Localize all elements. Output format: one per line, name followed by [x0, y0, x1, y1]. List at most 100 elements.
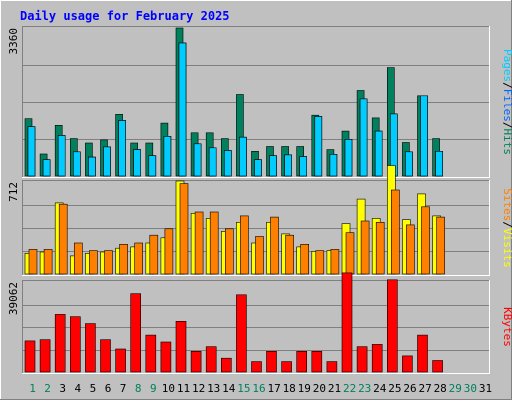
- day-label-31: 31: [479, 382, 492, 395]
- day-label-3: 3: [59, 382, 66, 395]
- bar-sites-day-21: [330, 249, 340, 275]
- bar-kbytes-day-27: [417, 334, 428, 373]
- day-label-25: 25: [388, 382, 401, 395]
- day-label-9: 9: [150, 382, 157, 395]
- bar-sites-day-11: [179, 183, 189, 275]
- bar-pages-day-21: [329, 154, 338, 177]
- bar-pages-day-10: [163, 136, 172, 177]
- legend-entry: /: [501, 221, 512, 228]
- bar-kbytes-day-2: [39, 339, 51, 373]
- bar-sites-day-24: [375, 222, 385, 275]
- day-label-4: 4: [74, 382, 81, 395]
- bar-sites-day-1: [28, 249, 38, 275]
- day-label-20: 20: [313, 382, 326, 395]
- bar-pages-day-23: [359, 98, 368, 177]
- legend-entry: Visits: [501, 228, 512, 268]
- bar-sites-day-27: [421, 206, 430, 275]
- bar-pages-day-17: [269, 155, 277, 177]
- bar-pages-day-12: [193, 143, 202, 177]
- day-label-6: 6: [105, 382, 112, 395]
- bar-kbytes-day-17: [266, 350, 277, 373]
- legend-entry: Files: [501, 89, 512, 122]
- day-label-12: 12: [192, 382, 205, 395]
- bar-pages-day-8: [133, 149, 141, 177]
- bar-sites-day-23: [360, 220, 370, 275]
- day-label-22: 22: [343, 382, 356, 395]
- day-label-11: 11: [177, 382, 190, 395]
- bar-pages-day-26: [405, 151, 413, 177]
- bar-sites-day-9: [149, 234, 159, 275]
- bar-kbytes-day-12: [190, 350, 202, 373]
- bar-sites-day-25: [390, 189, 400, 275]
- bar-kbytes-day-24: [371, 344, 383, 373]
- bar-pages-day-19: [299, 156, 308, 177]
- bar-sites-day-8: [134, 242, 143, 275]
- bar-sites-day-12: [194, 211, 204, 275]
- bar-sites-day-20: [315, 250, 325, 275]
- bar-sites-day-4: [74, 242, 83, 275]
- bar-pages-day-14: [224, 150, 232, 177]
- day-label-23: 23: [358, 382, 371, 395]
- bar-sites-day-19: [300, 244, 310, 275]
- hits-files-pages-panel: 3360 Pages/Files/Hits: [7, 26, 512, 178]
- bar-sites-day-5: [89, 250, 98, 275]
- bar-kbytes-day-10: [160, 341, 172, 373]
- day-label-13: 13: [207, 382, 220, 395]
- bar-kbytes-day-3: [54, 314, 66, 373]
- bar-kbytes-day-23: [356, 346, 368, 373]
- day-label-29: 29: [449, 382, 462, 395]
- day-label-14: 14: [222, 382, 236, 395]
- bar-kbytes-day-14: [221, 357, 232, 373]
- bar-pages-day-7: [118, 120, 126, 177]
- day-label-15: 15: [237, 382, 250, 395]
- legend-entry: Hits: [501, 129, 512, 156]
- legend-entry: Sites: [501, 188, 512, 221]
- bar-pages-day-15: [239, 136, 247, 177]
- bar-sites-day-15: [240, 215, 249, 275]
- bar-kbytes-day-4: [70, 316, 81, 373]
- visits-sites-legend: Sites/Visits: [501, 188, 512, 268]
- day-label-8: 8: [135, 382, 142, 395]
- bar-pages-day-11: [178, 42, 187, 177]
- bar-pages-day-18: [284, 154, 292, 177]
- day-label-26: 26: [403, 382, 416, 395]
- bar-pages-day-4: [73, 151, 81, 177]
- hits-files-pages-legend: Pages/Files/Hits: [501, 49, 512, 155]
- day-label-10: 10: [162, 382, 175, 395]
- bar-pages-day-16: [254, 159, 262, 177]
- day-label-30: 30: [464, 382, 477, 395]
- bar-kbytes-day-15: [236, 294, 247, 373]
- bar-pages-day-22: [344, 139, 353, 177]
- bar-sites-day-18: [285, 234, 294, 275]
- day-label-21: 21: [328, 382, 341, 395]
- bar-kbytes-day-25: [386, 279, 398, 373]
- bar-kbytes-day-1: [24, 340, 36, 373]
- kbytes-panel: 39062 KBytes: [7, 272, 512, 374]
- bar-sites-day-3: [58, 203, 68, 275]
- bar-sites-day-7: [119, 244, 128, 275]
- bar-kbytes-day-11: [175, 320, 187, 373]
- bar-kbytes-day-7: [115, 348, 126, 373]
- bar-kbytes-day-8: [130, 293, 141, 373]
- bar-sites-day-10: [164, 228, 174, 275]
- bar-kbytes-day-20: [311, 350, 323, 373]
- kbytes-max-label: 39062: [7, 282, 20, 315]
- bar-sites-day-6: [104, 250, 113, 275]
- day-label-28: 28: [434, 382, 447, 395]
- day-label-1: 1: [29, 382, 36, 395]
- bar-kbytes-day-13: [205, 346, 217, 373]
- bar-pages-day-13: [208, 147, 217, 177]
- chart-title: Daily usage for February 2025: [20, 9, 230, 23]
- bar-kbytes-day-16: [251, 361, 262, 373]
- kbytes-legend: KBytes: [501, 307, 512, 347]
- bar-kbytes-day-18: [281, 361, 292, 373]
- legend-entry: KBytes: [501, 307, 512, 347]
- day-label-18: 18: [283, 382, 296, 395]
- day-label-7: 7: [120, 382, 127, 395]
- bar-kbytes-day-26: [402, 355, 413, 373]
- bar-kbytes-day-5: [85, 323, 96, 373]
- bar-sites-day-26: [406, 224, 415, 275]
- hits-files-pages-max-label: 3360: [7, 28, 20, 55]
